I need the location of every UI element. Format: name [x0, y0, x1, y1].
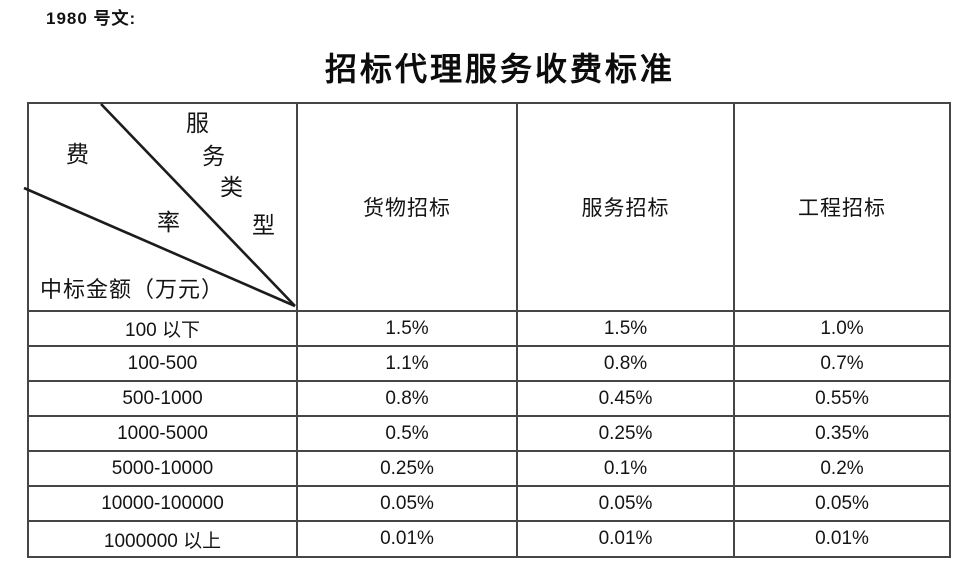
rate-cell: 1.5%	[296, 310, 518, 347]
rate-cell: 0.8%	[516, 345, 735, 382]
column-header-goods: 货物招标	[296, 102, 518, 312]
rate-cell: 0.25%	[296, 450, 518, 487]
rate-cell: 0.01%	[733, 520, 951, 558]
rate-cell: 1.0%	[733, 310, 951, 347]
diagonal-divider-lines	[23, 103, 296, 308]
table-row: 1000-5000 0.5% 0.25% 0.35%	[27, 415, 951, 452]
corner-type-axis-char: 类	[220, 175, 243, 200]
corner-type-axis-char: 服	[186, 111, 209, 136]
table-corner-cell: 服 务 类 型 费 率 中标金额（万元）	[23, 102, 298, 312]
table-row: 1000000 以上 0.01% 0.01% 0.01%	[27, 520, 951, 558]
corner-row-axis-label: 中标金额（万元）	[40, 277, 225, 302]
rate-cell: 0.05%	[733, 485, 951, 522]
corner-type-axis-char: 型	[252, 213, 275, 238]
table-row: 500-1000 0.8% 0.45% 0.55%	[27, 380, 951, 417]
rate-cell: 0.05%	[516, 485, 735, 522]
rate-cell: 0.5%	[296, 415, 518, 452]
rate-cell: 0.05%	[296, 485, 518, 522]
table-row: 10000-100000 0.05% 0.05% 0.05%	[27, 485, 951, 522]
rate-cell: 0.1%	[516, 450, 735, 487]
table-row: 100 以下 1.5% 1.5% 1.0%	[27, 310, 951, 347]
rate-cell: 1.5%	[516, 310, 735, 347]
amount-range-cell: 100 以下	[27, 310, 298, 347]
rate-cell: 0.8%	[296, 380, 518, 417]
amount-range-cell: 5000-10000	[27, 450, 298, 487]
rate-cell: 0.2%	[733, 450, 951, 487]
rate-cell: 0.01%	[296, 520, 518, 558]
amount-range-cell: 10000-100000	[27, 485, 298, 522]
corner-type-axis-char: 务	[202, 144, 225, 169]
page-title: 招标代理服务收费标准	[324, 51, 675, 87]
amount-range-cell: 100-500	[27, 345, 298, 382]
corner-fee-axis-char: 率	[157, 210, 180, 235]
rate-cell: 0.35%	[733, 415, 951, 452]
rate-cell: 0.55%	[733, 380, 951, 417]
amount-range-cell: 1000-5000	[27, 415, 298, 452]
rate-cell: 1.1%	[296, 345, 518, 382]
rate-cell: 0.01%	[516, 520, 735, 558]
doc-number-label: 1980 号文:	[46, 9, 137, 28]
column-header-engineering: 工程招标	[733, 102, 951, 312]
amount-range-cell: 500-1000	[27, 380, 298, 417]
table-row: 5000-10000 0.25% 0.1% 0.2%	[27, 450, 951, 487]
table-row: 100-500 1.1% 0.8% 0.7%	[27, 345, 951, 382]
fee-standard-table: 服 务 类 型 费 率 中标金额（万元） 货物招标 服务招标 工程招标 100 …	[23, 102, 951, 558]
rate-cell: 0.7%	[733, 345, 951, 382]
rate-cell: 0.45%	[516, 380, 735, 417]
amount-range-cell: 1000000 以上	[27, 520, 298, 558]
rate-cell: 0.25%	[516, 415, 735, 452]
column-header-services: 服务招标	[516, 102, 735, 312]
table-header-row: 服 务 类 型 费 率 中标金额（万元） 货物招标 服务招标 工程招标	[23, 102, 951, 312]
corner-fee-axis-char: 费	[66, 142, 89, 167]
